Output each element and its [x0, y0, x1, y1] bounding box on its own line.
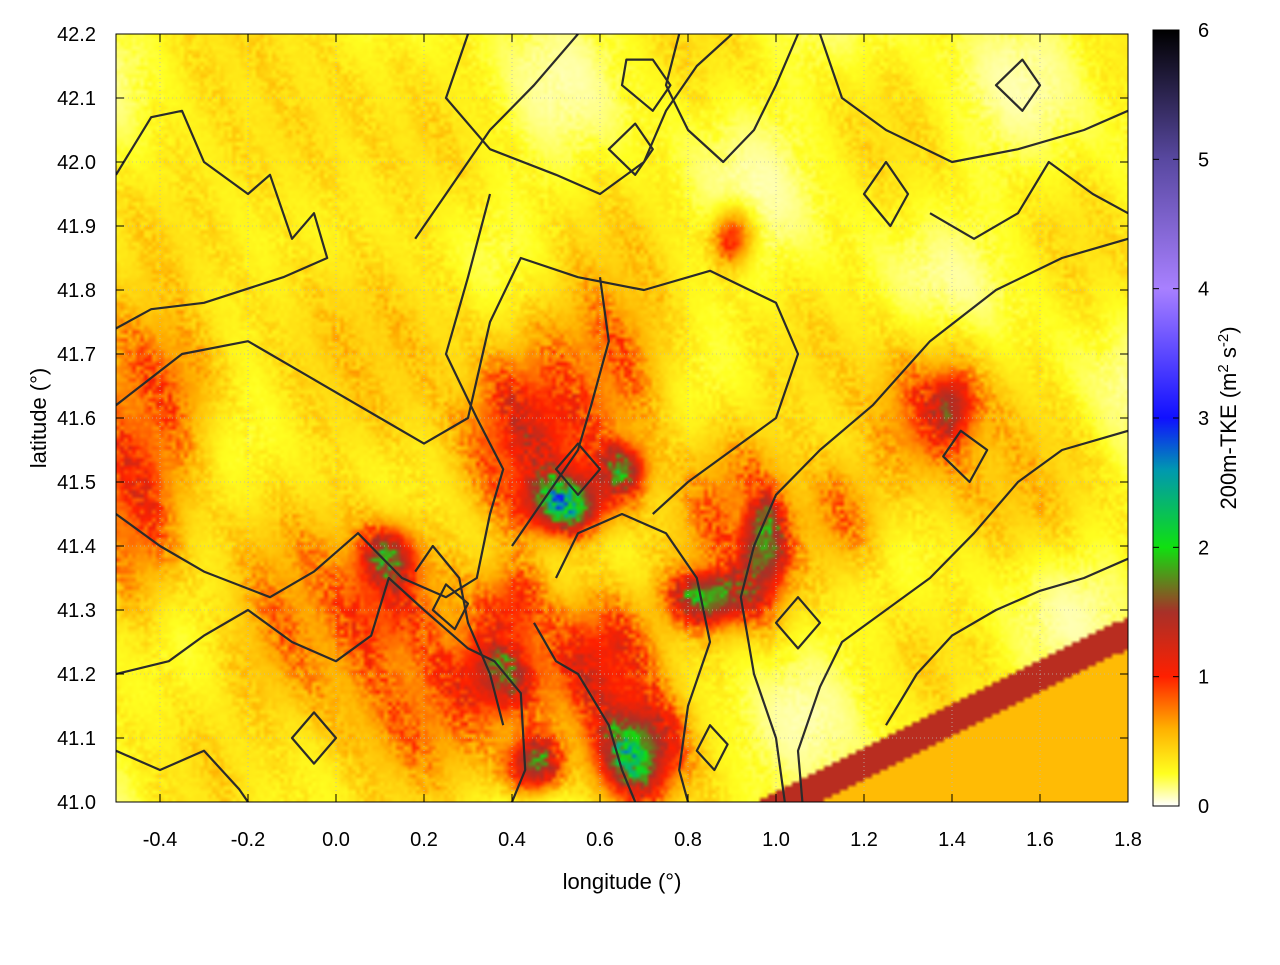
- y-tick-label: 41.0: [57, 792, 96, 814]
- y-axis-ticks: 41.0 41.1 41.2 41.3 41.4 41.5 41.6 41.7 41.8 41.9…: [57, 24, 1128, 814]
- contour-line: [116, 193, 505, 599]
- x-tick-label: 1.8: [1114, 829, 1142, 851]
- x-tick-label: 0.8: [674, 829, 702, 851]
- contour-line: [818, 34, 1128, 164]
- contour-line: [116, 576, 527, 802]
- y-tick-label: 41.2: [57, 664, 96, 686]
- contour-loop: [554, 442, 602, 496]
- contour-line: [444, 34, 733, 196]
- x-tick-label: 0.2: [410, 829, 438, 851]
- x-tick-label: -0.4: [143, 829, 177, 851]
- y-tick-label: 41.7: [57, 344, 96, 366]
- colorbar-tick-label: 1: [1198, 667, 1209, 689]
- contour-line: [533, 622, 637, 802]
- contour-loop: [994, 58, 1042, 112]
- contour-loop: [431, 583, 470, 631]
- contour-line: [739, 237, 1128, 802]
- x-tick-label: 1.2: [850, 829, 878, 851]
- colorbar-label: 200m-TKE (m2 s-2): [1215, 326, 1241, 509]
- y-tick-label: 42.0: [57, 152, 96, 174]
- contour-line: [511, 277, 610, 547]
- y-tick-label: 41.8: [57, 280, 96, 302]
- colorbar-tick-label: 4: [1198, 279, 1209, 301]
- contour-line: [885, 557, 1128, 726]
- y-tick-label: 41.4: [57, 536, 96, 558]
- x-tick-label: 1.6: [1026, 829, 1054, 851]
- colorbar-tick-label: 5: [1198, 149, 1209, 171]
- contour-line: [664, 34, 800, 164]
- x-tick-label: 0.6: [586, 829, 614, 851]
- colorbar-ticks: 0 1 2 3 4 5 6: [1153, 20, 1209, 818]
- contour-loop: [942, 429, 989, 484]
- colorbar-tick-label: 3: [1198, 408, 1209, 430]
- contour-loop: [607, 122, 654, 176]
- x-tick-label: 1.0: [762, 829, 790, 851]
- contour-line: [116, 109, 329, 330]
- contour-line: [116, 256, 800, 515]
- contour-loop: [695, 724, 729, 772]
- contour-line: [116, 749, 249, 802]
- contour-loop: [620, 58, 672, 112]
- y-tick-label: 42.1: [57, 88, 96, 110]
- colorbar-tick-label: 6: [1198, 20, 1209, 42]
- contour-line: [414, 34, 579, 240]
- contour-line: [796, 429, 1128, 802]
- colorbar-tick-label: 0: [1198, 796, 1209, 818]
- y-tick-label: 41.3: [57, 600, 96, 622]
- y-axis-label: latitude (°): [26, 368, 51, 469]
- x-tick-label: 0.0: [322, 829, 350, 851]
- contour-loop: [774, 596, 822, 650]
- contour-loop: [862, 160, 910, 228]
- contour-loop: [290, 711, 338, 765]
- y-tick-label: 41.5: [57, 472, 96, 494]
- grid-lines: [116, 33, 1129, 803]
- terrain-contours: [116, 34, 1128, 802]
- x-tick-label: 1.4: [938, 829, 966, 851]
- contour-line: [555, 512, 712, 802]
- x-tick-label: 0.4: [498, 829, 526, 851]
- y-tick-label: 41.9: [57, 216, 96, 238]
- y-tick-label: 41.1: [57, 728, 96, 750]
- x-axis-label: longitude (°): [563, 869, 682, 894]
- x-tick-label: -0.2: [231, 829, 265, 851]
- x-axis-ticks: -0.4 -0.2 0.0 0.2 0.4 0.6 0.8 1.0 1.2 1.4 1.6 1.8: [143, 34, 1142, 851]
- contour-line: [929, 160, 1128, 240]
- y-tick-label: 42.2: [57, 24, 96, 46]
- colorbar-tick-label: 2: [1198, 537, 1209, 559]
- y-tick-label: 41.6: [57, 408, 96, 430]
